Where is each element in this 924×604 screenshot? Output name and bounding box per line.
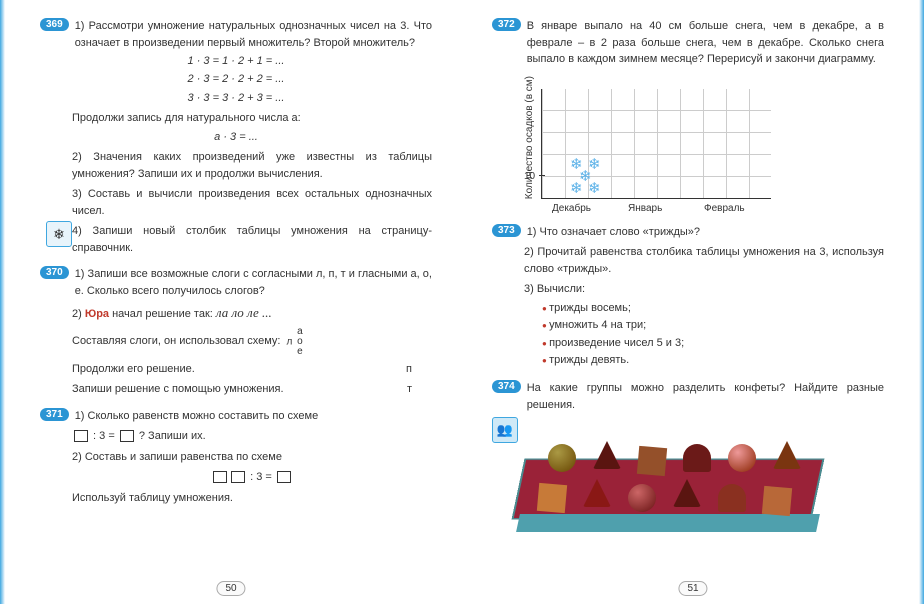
problem-370: 370 1) Запиши все возможные слоги с согл… (40, 266, 432, 398)
chart-xlabels: Декабрь Январь Февраль (552, 203, 884, 214)
problem-text: 3) Вычисли: (524, 281, 884, 298)
problem-text: На какие группы можно разделить конфеты?… (527, 380, 884, 413)
candy-cube (762, 486, 792, 516)
edge-decoration (919, 0, 924, 604)
blank-box (120, 430, 134, 442)
problem-number: 374 (492, 380, 521, 393)
page-left: 369 1) Рассмотри умножение натуральных о… (0, 0, 462, 604)
bullet-item: произведение чисел 5 и 3; (542, 335, 884, 353)
snowflake-icon: ❄ (46, 221, 72, 247)
page-number: 50 (216, 581, 245, 596)
problem-number: 372 (492, 18, 521, 31)
equation-scheme: : 3 = ? Запиши их. (72, 428, 432, 445)
problem-text: 2) Юра начал решение так: ла ло ле ... (72, 303, 432, 323)
problem-text: 3) Составь и вычисли произведения всех о… (72, 186, 432, 219)
candy-cube (537, 483, 567, 513)
problem-text: Используй таблицу умножения. (72, 490, 432, 507)
blank-box (277, 471, 291, 483)
axis-tick: 10 (524, 171, 535, 182)
problem-372: 372 В январе выпало на 40 см больше снег… (492, 18, 884, 214)
bullet-item: умножить 4 на три; (542, 317, 884, 335)
problem-text: 1) Запиши все возможные слоги с согласны… (75, 266, 432, 299)
problem-text: 2) Значения каких произведений уже извес… (72, 149, 432, 182)
december-bar: ❄❄ ❄ ❄❄ (566, 155, 610, 197)
page-number: 51 (678, 581, 707, 596)
candy-tray-image (498, 419, 848, 559)
candy-cone (673, 479, 701, 507)
problem-374: 374 На какие группы можно разделить конф… (492, 380, 884, 559)
candy-cube (637, 446, 667, 476)
blank-box (213, 471, 227, 483)
bullet-list: трижды восемь; умножить 4 на три; произв… (542, 300, 884, 370)
candy-ball (728, 444, 756, 472)
tray-side (516, 514, 820, 532)
math-line: 2 · 3 = 2 · 2 + 2 = ... (40, 72, 432, 87)
branching-scheme: л а о е (286, 327, 304, 357)
problem-text: Продолжи запись для натурального числа a… (72, 110, 432, 127)
problem-text: Составляя слоги, он использовал схему: л… (72, 327, 432, 357)
candy-ball (548, 444, 576, 472)
problem-369: 369 1) Рассмотри умножение натуральных о… (40, 18, 432, 256)
problem-number: 369 (40, 18, 69, 31)
candy-dome (718, 484, 746, 512)
bullet-item: трижды девять. (542, 352, 884, 370)
edge-decoration (0, 0, 5, 604)
candy-cone (593, 441, 621, 469)
problem-text: 4) Запиши новый столбик таблицы умножени… (72, 223, 432, 256)
candy-cone (773, 441, 801, 469)
problem-text: Продолжи его решение. п (72, 361, 432, 378)
blank-box (74, 430, 88, 442)
math-line: 3 · 3 = 3 · 2 + 3 = ... (40, 91, 432, 106)
student-name: Юра (85, 308, 109, 320)
bar-chart: Количество осадков (в см) 10 ❄❄ ❄ ❄❄ Дек… (524, 76, 884, 214)
problem-text: В январе выпало на 40 см больше снега, ч… (527, 18, 884, 68)
problem-text: 1) Рассмотри умножение натуральных одноз… (75, 18, 432, 51)
candy-dome (683, 444, 711, 472)
problem-text: 2) Прочитай равенства столбика таблицы у… (524, 244, 884, 277)
problem-text: Запиши решение с помощью умножения. т (72, 381, 432, 398)
cursive-example: ла ло ле ... (216, 305, 272, 320)
problem-text: 1) Сколько равенств можно составить по с… (75, 408, 432, 425)
candy-cone (583, 479, 611, 507)
problem-number: 371 (40, 408, 69, 421)
equation-scheme: : 3 = (72, 469, 432, 486)
tick-mark (539, 175, 545, 176)
problem-text: 1) Что означает слово «трижды»? (527, 224, 884, 241)
problem-371: 371 1) Сколько равенств можно составить … (40, 408, 432, 507)
chart-grid: 10 ❄❄ ❄ ❄❄ (541, 89, 771, 199)
candy-ball (628, 484, 656, 512)
blank-box (231, 471, 245, 483)
math-line: a · 3 = ... (40, 130, 432, 145)
problem-number: 373 (492, 224, 521, 237)
page-right: 372 В январе выпало на 40 см больше снег… (462, 0, 924, 604)
problem-373: 373 1) Что означает слово «трижды»? 2) П… (492, 224, 884, 370)
math-line: 1 · 3 = 1 · 2 + 1 = ... (40, 54, 432, 69)
problem-number: 370 (40, 266, 69, 279)
bullet-item: трижды восемь; (542, 300, 884, 318)
problem-text: 2) Составь и запиши равенства по схеме (72, 449, 432, 466)
